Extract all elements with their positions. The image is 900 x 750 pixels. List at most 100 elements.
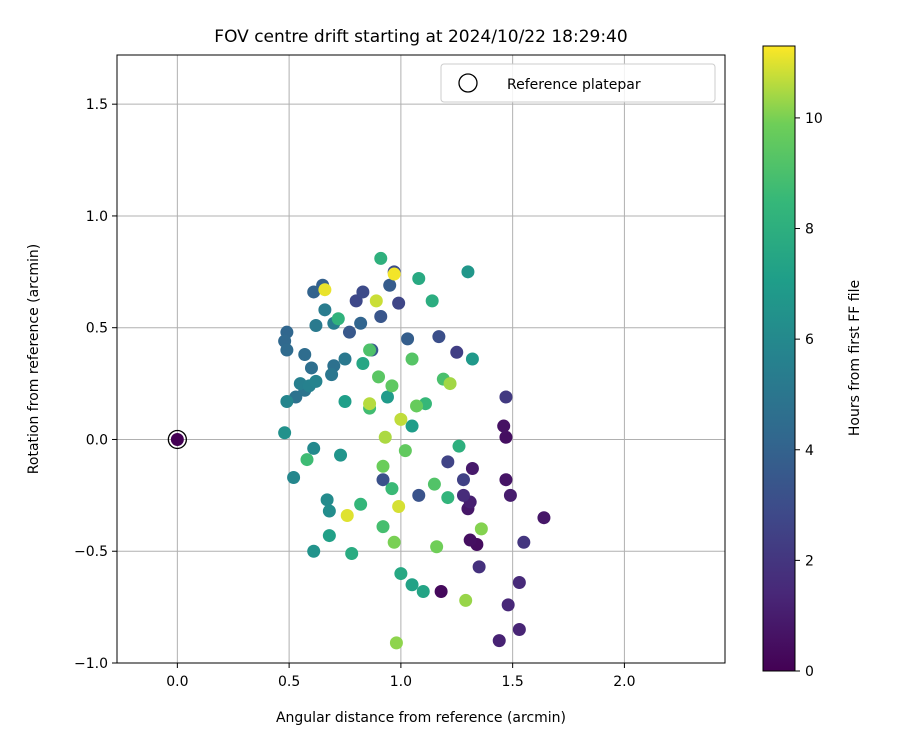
scatter-point: [280, 343, 294, 357]
scatter-point: [410, 399, 424, 413]
scatter-point: [322, 504, 336, 518]
scatter-point: [338, 352, 352, 366]
scatter-point: [278, 426, 292, 440]
scatter-point: [452, 439, 466, 453]
colorbar-tick-label: 2: [805, 553, 814, 569]
scatter-point: [342, 325, 356, 339]
scatter-point: [307, 441, 321, 455]
scatter-point: [537, 511, 551, 525]
scatter-point: [318, 303, 332, 317]
x-tick-label: 1.5: [502, 674, 524, 690]
scatter-point: [304, 361, 318, 375]
scatter-point: [298, 348, 312, 362]
scatter-point: [401, 332, 415, 346]
scatter-point: [383, 278, 397, 292]
x-tick-label: 0.0: [166, 674, 188, 690]
legend-marker-icon: [458, 73, 478, 93]
y-tick-label: 1.0: [86, 209, 108, 225]
scatter-point: [427, 477, 441, 491]
scatter-point: [492, 634, 506, 648]
scatter-point: [405, 578, 419, 592]
scatter-point: [369, 294, 383, 308]
scatter-point: [472, 560, 486, 574]
scatter-point: [356, 285, 370, 299]
scatter-point: [354, 497, 368, 511]
x-tick-label: 2.0: [613, 674, 635, 690]
colorbar-tick-label: 4: [805, 443, 814, 459]
scatter-point: [307, 285, 321, 299]
scatter-point: [405, 352, 419, 366]
colorbar: 0 2 4 6 8 10 Hours from first FF file: [762, 45, 863, 680]
scatter-point: [394, 567, 408, 581]
x-axis: 0.0 0.5 1.0 1.5 2.0: [166, 663, 636, 690]
scatter-point: [441, 455, 455, 469]
scatter-point: [340, 508, 354, 522]
colorbar-tick-label: 6: [805, 332, 814, 348]
scatter-point: [376, 459, 390, 473]
scatter-point: [499, 390, 513, 404]
colorbar-ticks: 0 2 4 6 8 10: [795, 111, 823, 680]
scatter-point: [389, 636, 403, 650]
scatter-point: [497, 419, 511, 433]
y-tick-label: −1.0: [74, 656, 108, 672]
scatter-point: [363, 397, 377, 411]
scatter-point: [459, 593, 473, 607]
scatter-point: [338, 394, 352, 408]
scatter-point: [405, 419, 419, 433]
scatter-point: [512, 622, 526, 636]
colorbar-label: Hours from first FF file: [847, 280, 863, 436]
colorbar-tick-label: 0: [805, 664, 814, 680]
y-tick-label: 0.0: [86, 432, 108, 448]
legend-box: [440, 63, 716, 103]
scatter-point: [434, 584, 448, 598]
scatter-point: [372, 370, 386, 384]
scatter-point: [307, 544, 321, 558]
scatter-point: [320, 493, 334, 507]
scatter-point: [363, 343, 377, 357]
scatter-point: [280, 394, 294, 408]
scatter-point: [334, 448, 348, 462]
y-tick-label: 1.5: [86, 97, 108, 113]
scatter-point: [392, 500, 406, 514]
scatter-point: [378, 430, 392, 444]
y-axis-label: Rotation from reference (arcmin): [26, 244, 42, 474]
scatter-points: [278, 251, 551, 650]
scatter-point: [456, 473, 470, 487]
colorbar-tick-label: 10: [805, 111, 823, 127]
legend: Reference platepar: [440, 63, 716, 103]
y-tick-label: −0.5: [74, 544, 108, 560]
scatter-point: [287, 470, 301, 484]
scatter-point: [376, 520, 390, 534]
scatter-point: [385, 482, 399, 496]
scatter-point: [441, 491, 455, 505]
scatter-point: [374, 310, 388, 324]
scatter-point: [499, 473, 513, 487]
plot-frame: [116, 54, 726, 664]
scatter-point: [322, 529, 336, 543]
scatter-point: [300, 453, 314, 467]
scatter-point: [385, 379, 399, 393]
chart-title: FOV centre drift starting at 2024/10/22 …: [214, 27, 627, 47]
y-axis: −1.0 −0.5 0.0 0.5 1.0 1.5: [74, 97, 117, 672]
scatter-point: [387, 267, 401, 281]
scatter-point: [394, 412, 408, 426]
scatter-point: [432, 330, 446, 344]
scatter-point: [456, 488, 470, 502]
x-tick-label: 1.0: [390, 674, 412, 690]
scatter-point: [376, 473, 390, 487]
scatter-point: [465, 352, 479, 366]
scatter-point: [443, 377, 457, 391]
scatter-point: [354, 316, 368, 330]
scatter-point: [425, 294, 439, 308]
scatter-point: [499, 430, 513, 444]
legend-entry: Reference platepar: [507, 77, 641, 93]
scatter-point: [412, 272, 426, 286]
scatter-point: [309, 374, 323, 388]
scatter-point: [356, 356, 370, 370]
scatter-point: [380, 390, 394, 404]
scatter-point: [331, 312, 345, 326]
scatter-point: [345, 546, 359, 560]
scatter-point: [392, 296, 406, 310]
scatter-point: [461, 265, 475, 279]
